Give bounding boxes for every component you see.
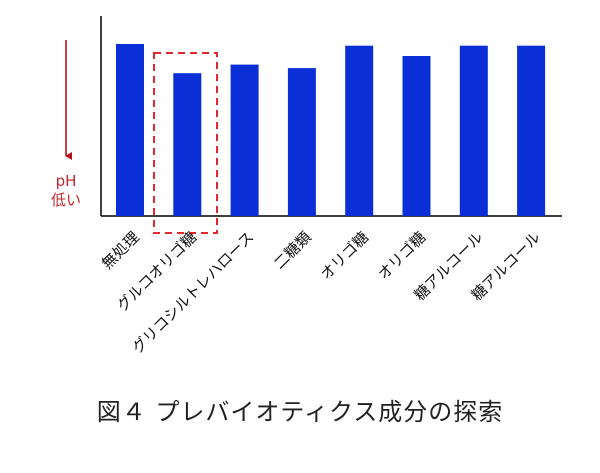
bar-5: [345, 45, 374, 217]
x-tick-label-4: 二糖類: [270, 228, 315, 273]
bar-4: [287, 68, 316, 216]
bar-2: [173, 73, 202, 216]
bar-7: [459, 45, 488, 217]
x-tick-label-1: 無処理: [98, 228, 143, 273]
y-axis-label-low: 低い: [51, 191, 81, 209]
bars: [116, 44, 546, 217]
highlight-box: [153, 52, 218, 234]
bar-1: [116, 44, 144, 216]
bar-6: [402, 56, 431, 216]
bar-8: [517, 45, 546, 217]
figure-caption: 図４ プレバイオティクス成分の探索: [96, 398, 504, 426]
bar-3: [230, 64, 259, 216]
x-tick-label-6: オリゴ糖: [374, 228, 429, 283]
x-tick-label-5: オリゴ糖: [317, 228, 372, 283]
y-axis-label-ph: pH: [56, 172, 77, 190]
